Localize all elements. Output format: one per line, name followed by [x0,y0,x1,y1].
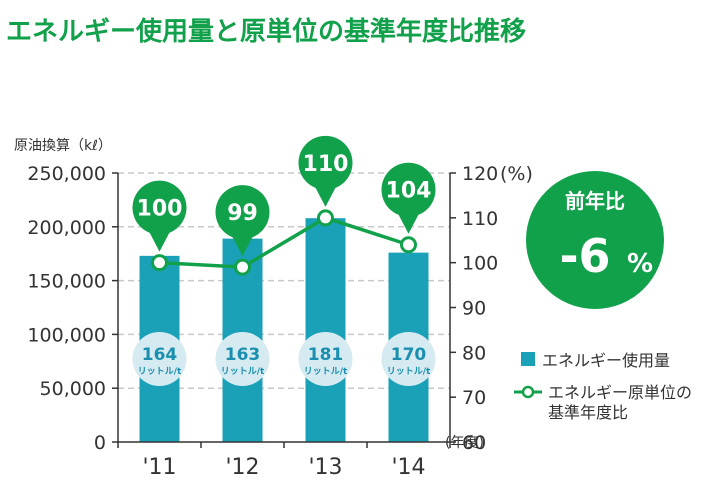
right-axis-ticks: 60 70 80 90 100 110 120 [450,163,498,454]
y-tick-label: 200,000 [27,217,106,239]
bubble-pointer [313,183,338,207]
legend-bar-swatch [521,352,535,366]
x-axis-unit: (年度) [445,435,484,451]
y2-tick-label: 100 [462,253,498,275]
x-tick-label: '13 [308,455,342,480]
bubble-pointer [147,228,172,252]
x-axis-ticks: '11 '12 '13 '14 [117,442,451,480]
badge-label: 前年比 [565,189,625,213]
unit-value: 164 [142,345,178,365]
data-label: 110 [303,152,349,177]
y2-tick-label: 60 [462,432,486,454]
bar-series [139,218,429,442]
bubble [215,185,270,240]
unit-circle [298,332,353,386]
bubble [132,180,187,235]
unit-label: リットル/t [387,366,431,377]
line-point [151,254,168,272]
data-label: 99 [227,201,258,226]
legend: エネルギー使用量 エネルギー原単位の 基準年度比 [514,351,692,422]
y2-tick-label: 110 [462,208,498,230]
line-series [151,209,417,276]
right-axis-unit: (%) [500,163,533,185]
chart-title: エネルギー使用量と原単位の基準年度比推移 [6,16,526,47]
unit-circle [215,332,270,386]
badge-unit: % [627,249,653,279]
unit-circle [381,332,436,386]
y2-tick-label: 90 [462,298,486,320]
data-label: 100 [137,197,183,222]
x-tick-label: '12 [225,455,259,480]
line-point [400,236,417,254]
left-axis-ticks: 0 50,000 100,000 150,000 200,000 250,000 [27,163,118,454]
legend-bar-label: エネルギー使用量 [542,351,670,370]
unit-circle [132,332,187,386]
data-label: 104 [386,179,432,204]
legend-line-label: エネルギー原単位の [548,383,692,402]
unit-label: リットル/t [138,366,182,377]
y2-tick-label: 70 [462,387,486,409]
bubble [381,162,436,217]
y2-tick-label: 120 [462,163,498,185]
series-line [159,215,410,269]
unit-value: 181 [308,345,344,365]
y-tick-label: 100,000 [27,324,106,346]
y-tick-label: 150,000 [27,271,106,293]
yoy-badge: 前年比 -6 % [526,171,664,309]
x-tick-label: '14 [391,455,425,480]
y-tick-label: 250,000 [27,163,106,185]
line-point [234,258,251,276]
unit-value: 170 [391,345,427,365]
legend-line-label-2: 基準年度比 [548,403,628,422]
bubble [298,135,353,190]
bar [305,218,346,442]
bubble-pointer [230,233,255,257]
bubble-pointer [396,210,421,234]
unit-label: リットル/t [221,366,265,377]
unit-value: 163 [225,345,261,365]
y2-tick-label: 80 [462,342,486,364]
data-label-bubbles: 100 99 110 104 [132,135,436,257]
legend-line-marker [521,385,535,399]
y-tick-label: 0 [94,432,106,454]
badge-circle [526,171,664,309]
x-tick-label: '11 [142,455,176,480]
y-tick-label: 50,000 [40,378,106,400]
y-axis-label: 原油換算（kℓ） [14,138,112,154]
unit-label: リットル/t [304,366,348,377]
line-point [317,209,334,227]
badge-value: -6 [559,229,610,283]
